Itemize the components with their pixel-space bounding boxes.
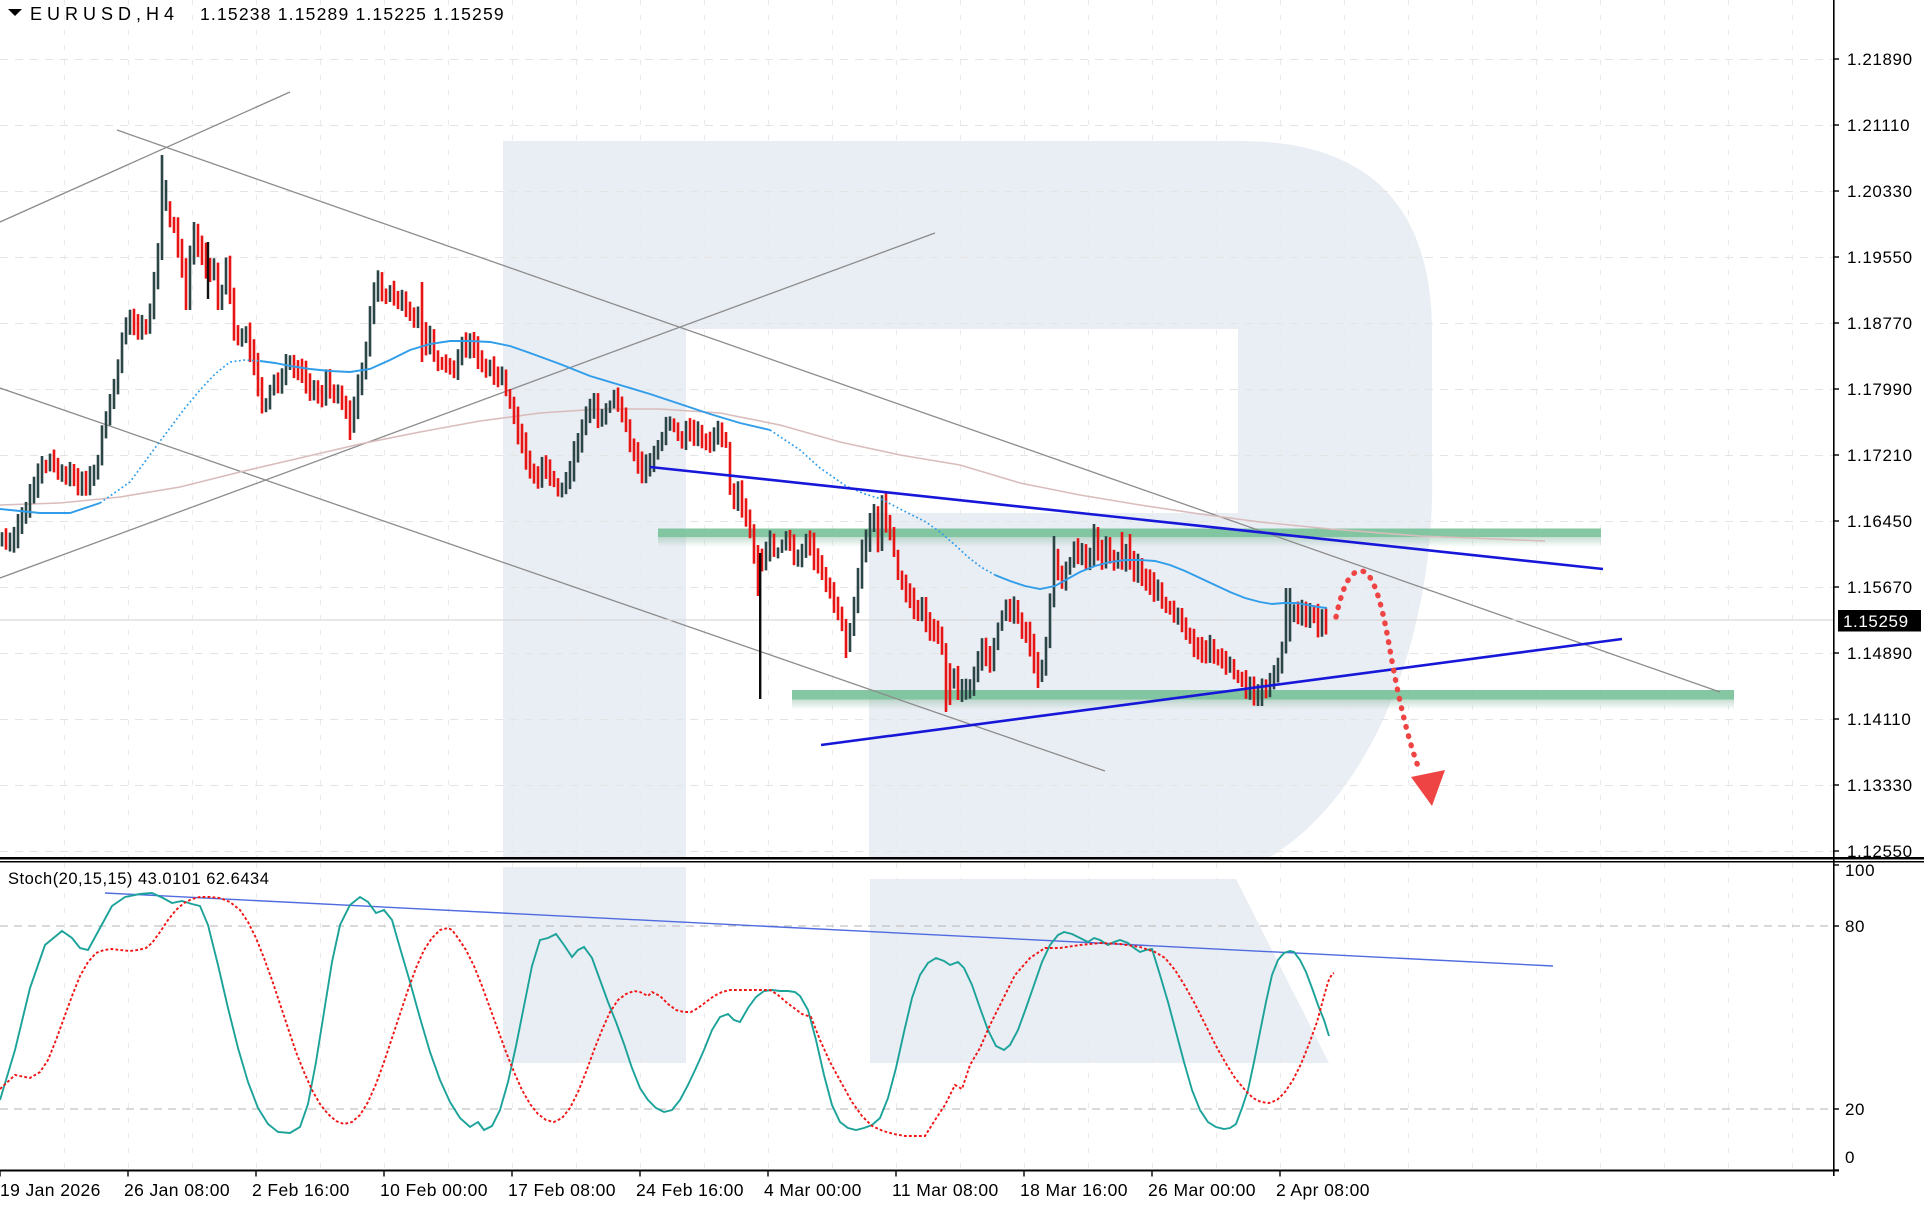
svg-text:26 Mar 00:00: 26 Mar 00:00 bbox=[1148, 1180, 1256, 1200]
svg-text:1.13330: 1.13330 bbox=[1847, 776, 1913, 795]
svg-text:1.20330: 1.20330 bbox=[1847, 182, 1913, 201]
svg-text:1.17210: 1.17210 bbox=[1847, 446, 1913, 465]
svg-text:2 Feb 16:00: 2 Feb 16:00 bbox=[252, 1180, 350, 1200]
svg-text:1.15238 1.15289 1.15225 1.1525: 1.15238 1.15289 1.15225 1.15259 bbox=[200, 4, 505, 24]
svg-text:2 Apr 08:00: 2 Apr 08:00 bbox=[1276, 1180, 1370, 1200]
svg-text:18 Mar 16:00: 18 Mar 16:00 bbox=[1020, 1180, 1128, 1200]
svg-text:1.21110: 1.21110 bbox=[1847, 116, 1910, 135]
svg-text:1.14110: 1.14110 bbox=[1847, 710, 1911, 729]
svg-text:1.17990: 1.17990 bbox=[1847, 380, 1913, 399]
svg-text:1.16450: 1.16450 bbox=[1847, 512, 1913, 531]
svg-text:1.15259: 1.15259 bbox=[1843, 612, 1909, 631]
svg-text:24 Feb 16:00: 24 Feb 16:00 bbox=[636, 1180, 744, 1200]
svg-text:1.15670: 1.15670 bbox=[1847, 578, 1913, 597]
svg-text:1.18770: 1.18770 bbox=[1847, 314, 1913, 333]
svg-text:4 Mar 00:00: 4 Mar 00:00 bbox=[764, 1180, 862, 1200]
svg-text:20: 20 bbox=[1845, 1100, 1865, 1119]
svg-text:10 Feb 00:00: 10 Feb 00:00 bbox=[380, 1180, 488, 1200]
svg-text:11 Mar 08:00: 11 Mar 08:00 bbox=[892, 1180, 999, 1200]
svg-text:1.19550: 1.19550 bbox=[1847, 248, 1913, 267]
svg-text:1.21890: 1.21890 bbox=[1847, 50, 1913, 69]
svg-text:0: 0 bbox=[1845, 1148, 1855, 1167]
svg-text:80: 80 bbox=[1845, 917, 1865, 936]
svg-text:17 Feb 08:00: 17 Feb 08:00 bbox=[508, 1180, 616, 1200]
svg-text:26 Jan 08:00: 26 Jan 08:00 bbox=[124, 1180, 230, 1200]
svg-text:EURUSD,H4: EURUSD,H4 bbox=[30, 4, 179, 24]
svg-text:100: 100 bbox=[1845, 861, 1875, 880]
svg-text:1.12550: 1.12550 bbox=[1847, 842, 1913, 861]
svg-text:19 Jan 2026: 19 Jan 2026 bbox=[0, 1180, 101, 1200]
svg-text:Stoch(20,15,15) 43.0101 62.643: Stoch(20,15,15) 43.0101 62.6434 bbox=[8, 870, 269, 888]
svg-text:1.14890: 1.14890 bbox=[1847, 644, 1913, 663]
